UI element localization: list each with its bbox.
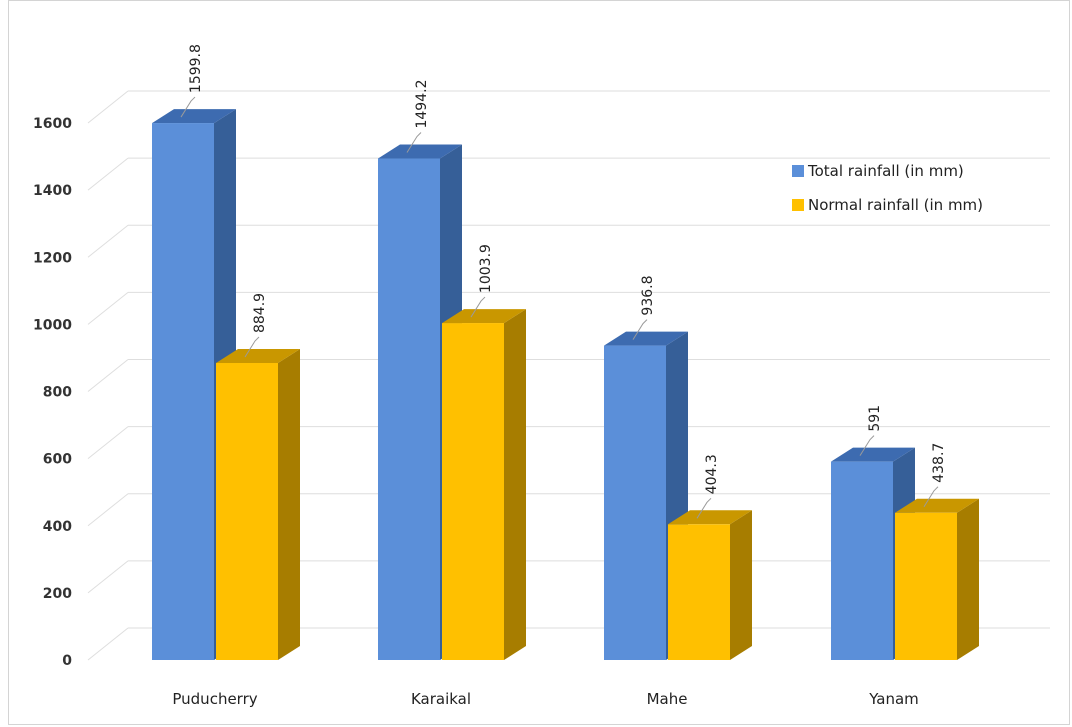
data-label: 404.3 bbox=[704, 454, 720, 494]
y-tick-label: 1400 bbox=[33, 183, 72, 199]
data-label: 884.9 bbox=[252, 293, 268, 333]
x-tick-label: Puducherry bbox=[172, 690, 257, 708]
data-labels: 1599.8 884.9 1494.2 1003.9 936.8 404.3 591 438.… bbox=[188, 44, 947, 494]
gridline-depth bbox=[87, 426, 129, 460]
data-label-leader bbox=[406, 132, 422, 153]
x-tick-label: Mahe bbox=[647, 690, 688, 708]
gridline-depth bbox=[87, 493, 129, 527]
legend: Total rainfall (in mm) Normal rainfall (i… bbox=[792, 162, 983, 214]
bar-top bbox=[378, 144, 462, 159]
y-tick-label: 200 bbox=[43, 586, 72, 602]
data-label: 1003.9 bbox=[478, 244, 494, 293]
bar bbox=[378, 158, 440, 660]
gridline-depth bbox=[87, 560, 129, 594]
y-tick-label: 1000 bbox=[33, 317, 72, 333]
legend-label: Total rainfall (in mm) bbox=[807, 162, 964, 180]
bar bbox=[831, 461, 893, 660]
bar bbox=[604, 345, 666, 660]
y-tick-label: 1600 bbox=[33, 116, 72, 132]
y-axis: 0 200 400 600 800 1000 1200 1400 1600 bbox=[33, 116, 72, 669]
gridline-depth bbox=[87, 291, 129, 325]
y-tick-label: 0 bbox=[62, 653, 72, 669]
data-label: 438.7 bbox=[931, 443, 947, 483]
data-label-leader bbox=[859, 435, 875, 456]
bar bbox=[216, 363, 278, 660]
y-tick-label: 800 bbox=[43, 385, 72, 401]
bar bbox=[668, 524, 730, 660]
data-label: 1494.2 bbox=[414, 80, 430, 129]
bar-side bbox=[957, 498, 979, 660]
gridline-depth bbox=[87, 359, 129, 392]
bar-top bbox=[216, 349, 300, 364]
data-label-leader bbox=[180, 96, 196, 118]
bar bbox=[895, 512, 957, 660]
bar-top bbox=[895, 498, 979, 513]
data-label: 1599.8 bbox=[188, 44, 204, 93]
bar-top bbox=[831, 447, 915, 462]
bar-side bbox=[278, 349, 300, 660]
x-axis: Puducherry Karaikal Mahe Yanam bbox=[172, 690, 918, 708]
data-label-leader bbox=[244, 336, 260, 358]
bar bbox=[442, 323, 504, 660]
data-label: 591 bbox=[867, 405, 883, 432]
data-label-leader bbox=[923, 486, 939, 508]
data-label-leader bbox=[470, 296, 486, 318]
gridline-depth bbox=[87, 627, 129, 661]
y-tick-label: 400 bbox=[43, 519, 72, 535]
bar-series bbox=[152, 109, 979, 660]
y-tick-label: 1200 bbox=[33, 250, 72, 266]
data-label: 936.8 bbox=[640, 275, 656, 315]
x-tick-label: Karaikal bbox=[411, 690, 471, 708]
data-label-leader bbox=[696, 497, 712, 519]
bar-side bbox=[504, 309, 526, 660]
bar-top bbox=[442, 309, 526, 324]
bar-top bbox=[152, 109, 236, 124]
legend-label: Normal rainfall (in mm) bbox=[808, 196, 983, 214]
bar-top bbox=[604, 331, 688, 346]
data-label-leader bbox=[632, 319, 648, 340]
x-tick-label: Yanam bbox=[868, 690, 919, 708]
data-label-leaders bbox=[180, 96, 939, 519]
y-tick-label: 600 bbox=[43, 452, 72, 468]
gridline-depth bbox=[87, 224, 129, 258]
gridline-depth bbox=[87, 157, 129, 191]
legend-swatch bbox=[792, 199, 804, 211]
bar-top bbox=[668, 510, 752, 525]
bar bbox=[152, 123, 214, 660]
gridline-depth bbox=[87, 90, 129, 124]
bar-side bbox=[730, 510, 752, 660]
legend-swatch bbox=[792, 165, 804, 177]
